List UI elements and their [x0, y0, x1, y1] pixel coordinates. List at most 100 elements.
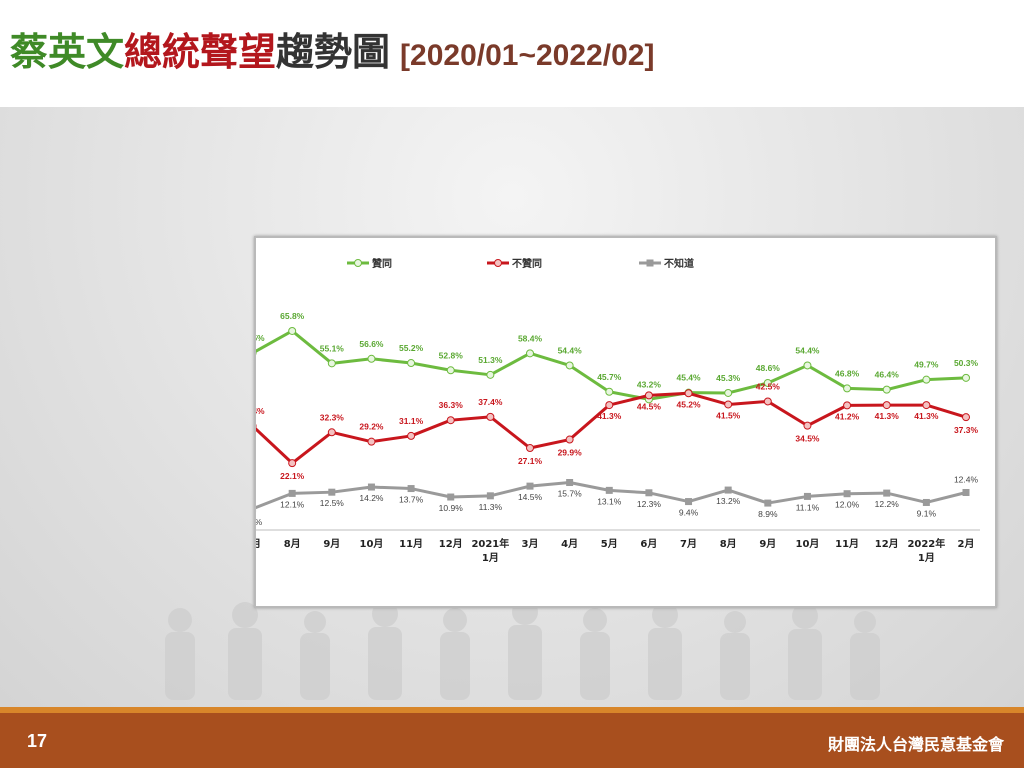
approve-data-label: 48.6% — [756, 363, 781, 373]
disapprove-point — [882, 401, 891, 410]
unknown-data-label: 8.9% — [758, 509, 778, 519]
x-tick-label: 4月 — [561, 538, 578, 550]
unknown-data-label: 14.5% — [518, 492, 543, 502]
x-tick-label: 2月 — [958, 538, 975, 550]
approve-point — [605, 387, 614, 396]
unknown-data-label: 12.0% — [835, 500, 860, 510]
line-chart-canvas: 0%20%40%60%80%2020年2月5月6月7月8月9月10月11月12月… — [256, 257, 980, 564]
unknown-data-label: 15.7% — [558, 489, 583, 499]
x-tick-label: 12月 — [875, 538, 899, 550]
disapprove-legend-marker — [494, 259, 502, 267]
unknown-data-label: 7.0% — [256, 517, 263, 527]
x-tick-label: 5月 — [601, 538, 618, 550]
approve-point — [327, 359, 336, 368]
disapprove-data-label: 32.3% — [320, 412, 345, 422]
unknown-legend-marker — [646, 259, 654, 267]
unknown-data-label: 11.1% — [796, 502, 820, 512]
disapprove-data-label: 45.2% — [676, 399, 701, 409]
x-tick-label: 11月 — [835, 538, 859, 550]
approve-series-line — [256, 329, 967, 401]
approve-data-label: 43.2% — [637, 379, 662, 389]
approve-point — [763, 378, 772, 387]
unknown-data-label: 11.3% — [479, 502, 503, 512]
unknown-point — [685, 498, 693, 506]
unknown-data-label: 13.7% — [399, 495, 424, 505]
x-tick-label: 7月 — [256, 538, 261, 550]
unknown-point — [883, 489, 891, 497]
approve-point — [922, 375, 931, 384]
x-tick-label: 6月 — [640, 538, 657, 550]
approve-point — [843, 384, 852, 393]
x-tick-label-secondary: 1月 — [482, 552, 499, 564]
disapprove-data-label: 41.3% — [914, 411, 939, 421]
unknown-legend-label: 不知道 — [664, 257, 694, 270]
disapprove-data-label: 22.1% — [280, 471, 305, 481]
disapprove-data-label: 27.1% — [518, 456, 543, 466]
approve-point — [486, 370, 495, 379]
disapprove-data-label: 34.4% — [256, 406, 265, 416]
unknown-point — [645, 489, 653, 497]
approve-data-label: 45.4% — [676, 373, 701, 383]
disapprove-data-label: 36.3% — [439, 400, 464, 410]
approve-point — [407, 359, 416, 368]
disapprove-point — [565, 435, 574, 444]
unknown-data-label: 12.5% — [320, 498, 345, 508]
disapprove-point — [962, 413, 970, 422]
approve-data-label: 45.7% — [597, 372, 622, 382]
unknown-point — [962, 488, 970, 496]
approval-trend-chart: 0%20%40%60%80%2020年2月5月6月7月8月9月10月11月12月… — [254, 236, 997, 608]
disapprove-point — [526, 444, 534, 453]
approve-data-label: 50.3% — [954, 358, 979, 368]
title-topic: 總統聲望 — [124, 30, 277, 74]
approve-point — [882, 385, 891, 394]
unknown-point — [407, 485, 415, 493]
x-tick-label: 10月 — [795, 538, 819, 550]
approve-data-label: 65.8% — [280, 311, 305, 321]
unknown-point — [605, 486, 613, 494]
title-name: 蔡英文 — [10, 30, 125, 74]
unknown-data-label: 10.9% — [439, 503, 464, 513]
x-tick-label: 9月 — [759, 538, 776, 550]
x-tick-label: 12月 — [439, 538, 463, 550]
approve-data-label: 52.8% — [439, 350, 464, 360]
x-tick-label: 2021年 — [471, 537, 509, 550]
approve-data-label: 58.4% — [518, 333, 543, 343]
approve-point — [446, 366, 455, 375]
unknown-point — [447, 493, 455, 501]
approve-point — [288, 326, 297, 335]
approve-data-label: 55.2% — [399, 343, 424, 353]
footer-accent-line — [0, 707, 1024, 713]
page-title: 蔡英文總統聲望趨勢圖 [2020/01~2022/02] — [10, 30, 654, 76]
disapprove-point — [644, 391, 653, 400]
approve-point — [526, 349, 534, 358]
disapprove-data-label: 29.9% — [558, 448, 583, 458]
approve-legend-marker — [354, 259, 362, 267]
disapprove-point — [843, 401, 852, 410]
unknown-point — [486, 492, 494, 500]
unknown-point — [764, 499, 772, 507]
approve-legend-label: 贊同 — [372, 257, 392, 270]
approve-point — [367, 354, 376, 363]
disapprove-data-label: 41.3% — [597, 411, 622, 421]
disapprove-data-label: 41.5% — [716, 410, 741, 420]
disapprove-data-label: 41.2% — [835, 411, 860, 421]
organization-name: 財團法人台灣民意基金會 — [827, 735, 1004, 754]
disapprove-point — [486, 412, 495, 421]
disapprove-point — [327, 428, 336, 437]
x-tick-label: 10月 — [359, 538, 383, 550]
x-tick-label-secondary: 1月 — [918, 552, 935, 564]
approve-data-label: 54.4% — [795, 345, 820, 355]
slide-header: 蔡英文總統聲望趨勢圖 [2020/01~2022/02] — [0, 0, 1024, 107]
unknown-data-label: 9.4% — [679, 508, 699, 518]
disapprove-point — [446, 416, 455, 425]
disapprove-point — [605, 401, 614, 410]
crowd-silhouette-decoration — [165, 600, 880, 700]
x-tick-label: 11月 — [399, 538, 423, 550]
unknown-data-label: 13.1% — [597, 496, 622, 506]
approve-data-label: 45.3% — [716, 373, 741, 383]
disapprove-data-label: 31.1% — [399, 416, 424, 426]
date-range: [2020/01~2022/02] — [400, 39, 655, 72]
disapprove-point — [922, 401, 931, 410]
disapprove-data-label: 41.3% — [875, 411, 900, 421]
approve-point — [724, 388, 733, 397]
